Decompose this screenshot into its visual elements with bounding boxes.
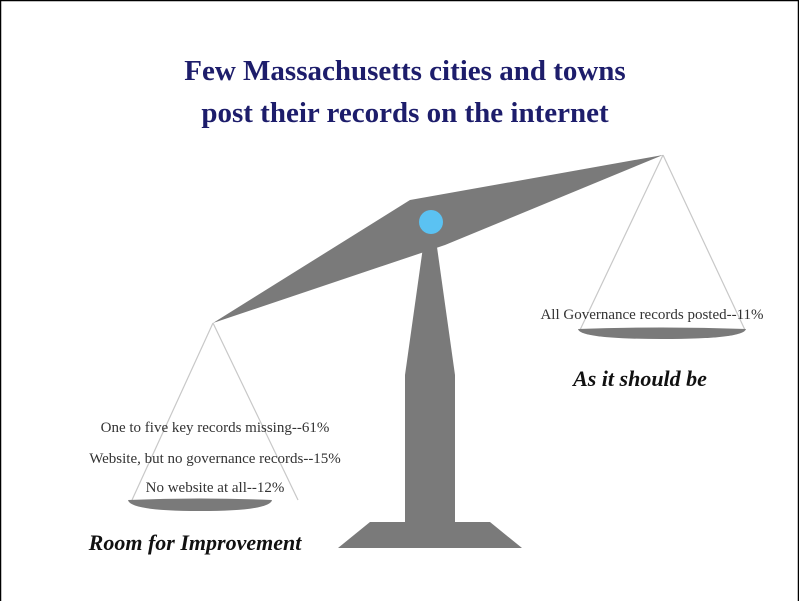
- left-item: Website, but no governance records--15%: [89, 451, 341, 467]
- pivot: [419, 210, 443, 234]
- title-line: Few Massachusetts cities and towns: [184, 55, 625, 87]
- right-item: All Governance records posted--11%: [540, 307, 763, 323]
- left-item: One to five key records missing--61%: [101, 420, 330, 436]
- right-caption: As it should be: [571, 366, 707, 391]
- title-line: post their records on the internet: [201, 97, 609, 129]
- left-caption: Room for Improvement: [88, 530, 303, 555]
- left-item: No website at all--12%: [146, 480, 285, 496]
- frame: [1, 1, 799, 601]
- stand-base: [338, 522, 522, 548]
- infographic: Few Massachusetts cities and towns post …: [0, 0, 799, 601]
